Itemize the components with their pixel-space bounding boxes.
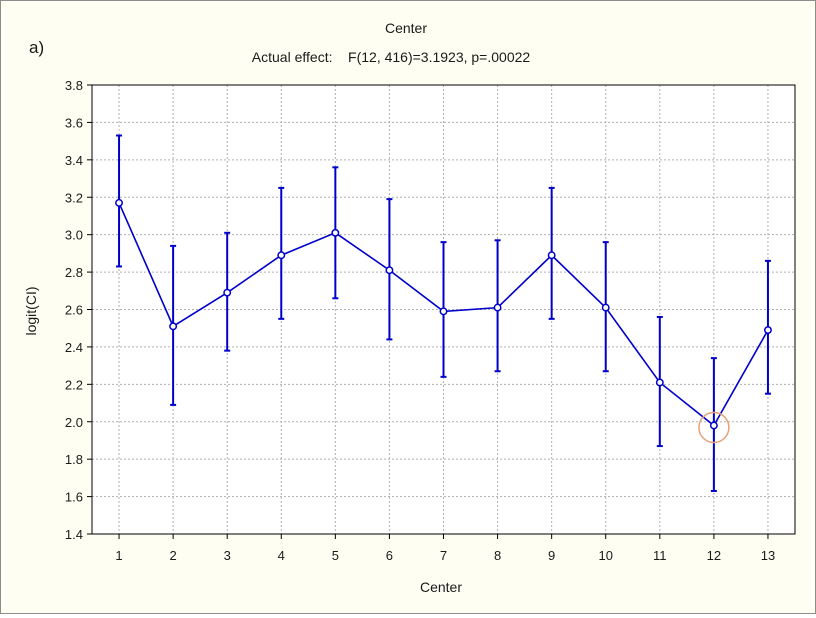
- plot-border: [91, 84, 796, 535]
- x-tick-label: 11: [653, 548, 667, 563]
- x-tick-label: 1: [115, 548, 122, 563]
- chart-subtitle: Actual effect: F(12, 416)=3.1923, p=.000…: [252, 49, 531, 65]
- data-point: [764, 326, 772, 335]
- y-tick-label: 3.2: [65, 190, 83, 205]
- y-axis-label: logit(CI): [23, 286, 39, 335]
- x-tick-label: 4: [278, 548, 285, 563]
- y-tick-label: 3.8: [65, 78, 83, 93]
- y-tick-label: 3.6: [65, 115, 83, 130]
- x-tick-label: 12: [707, 548, 721, 563]
- x-tick-label: 5: [332, 548, 339, 563]
- x-tick-label: 10: [598, 548, 612, 563]
- y-tick-label: 3.4: [65, 153, 83, 168]
- chart-title: Center: [385, 20, 427, 36]
- x-axis-label: Center: [420, 579, 462, 595]
- data-point: [709, 421, 718, 430]
- data-point: [331, 228, 340, 237]
- x-tick-label: 9: [548, 548, 555, 563]
- data-point: [439, 307, 448, 316]
- y-tick-label: 2.6: [65, 303, 83, 318]
- y-tick-label: 1.8: [65, 452, 83, 467]
- data-point: [601, 303, 610, 312]
- data-point: [169, 322, 178, 331]
- x-tick-label: 13: [761, 548, 775, 563]
- x-tick-label: 3: [224, 548, 231, 563]
- data-point: [385, 266, 394, 275]
- data-point: [655, 378, 664, 387]
- data-point: [277, 251, 286, 260]
- panel-label: a): [29, 38, 44, 57]
- y-tick-label: 1.4: [65, 527, 83, 542]
- x-tick-label: 7: [440, 548, 447, 563]
- data-point: [223, 288, 232, 297]
- x-tick-label: 8: [494, 548, 501, 563]
- y-tick-label: 2.0: [65, 415, 83, 430]
- x-tick-label: 2: [169, 548, 176, 563]
- data-point: [115, 198, 123, 207]
- y-tick-label: 1.6: [65, 490, 83, 505]
- highlight-circle: [698, 411, 730, 444]
- data-point: [547, 251, 556, 260]
- y-tick-label: 2.8: [65, 265, 83, 280]
- data-point: [493, 303, 502, 312]
- y-tick-label: 2.4: [65, 340, 83, 355]
- x-tick-label: 6: [386, 548, 393, 563]
- y-tick-label: 2.2: [65, 377, 83, 392]
- y-tick-label: 3.0: [65, 228, 83, 243]
